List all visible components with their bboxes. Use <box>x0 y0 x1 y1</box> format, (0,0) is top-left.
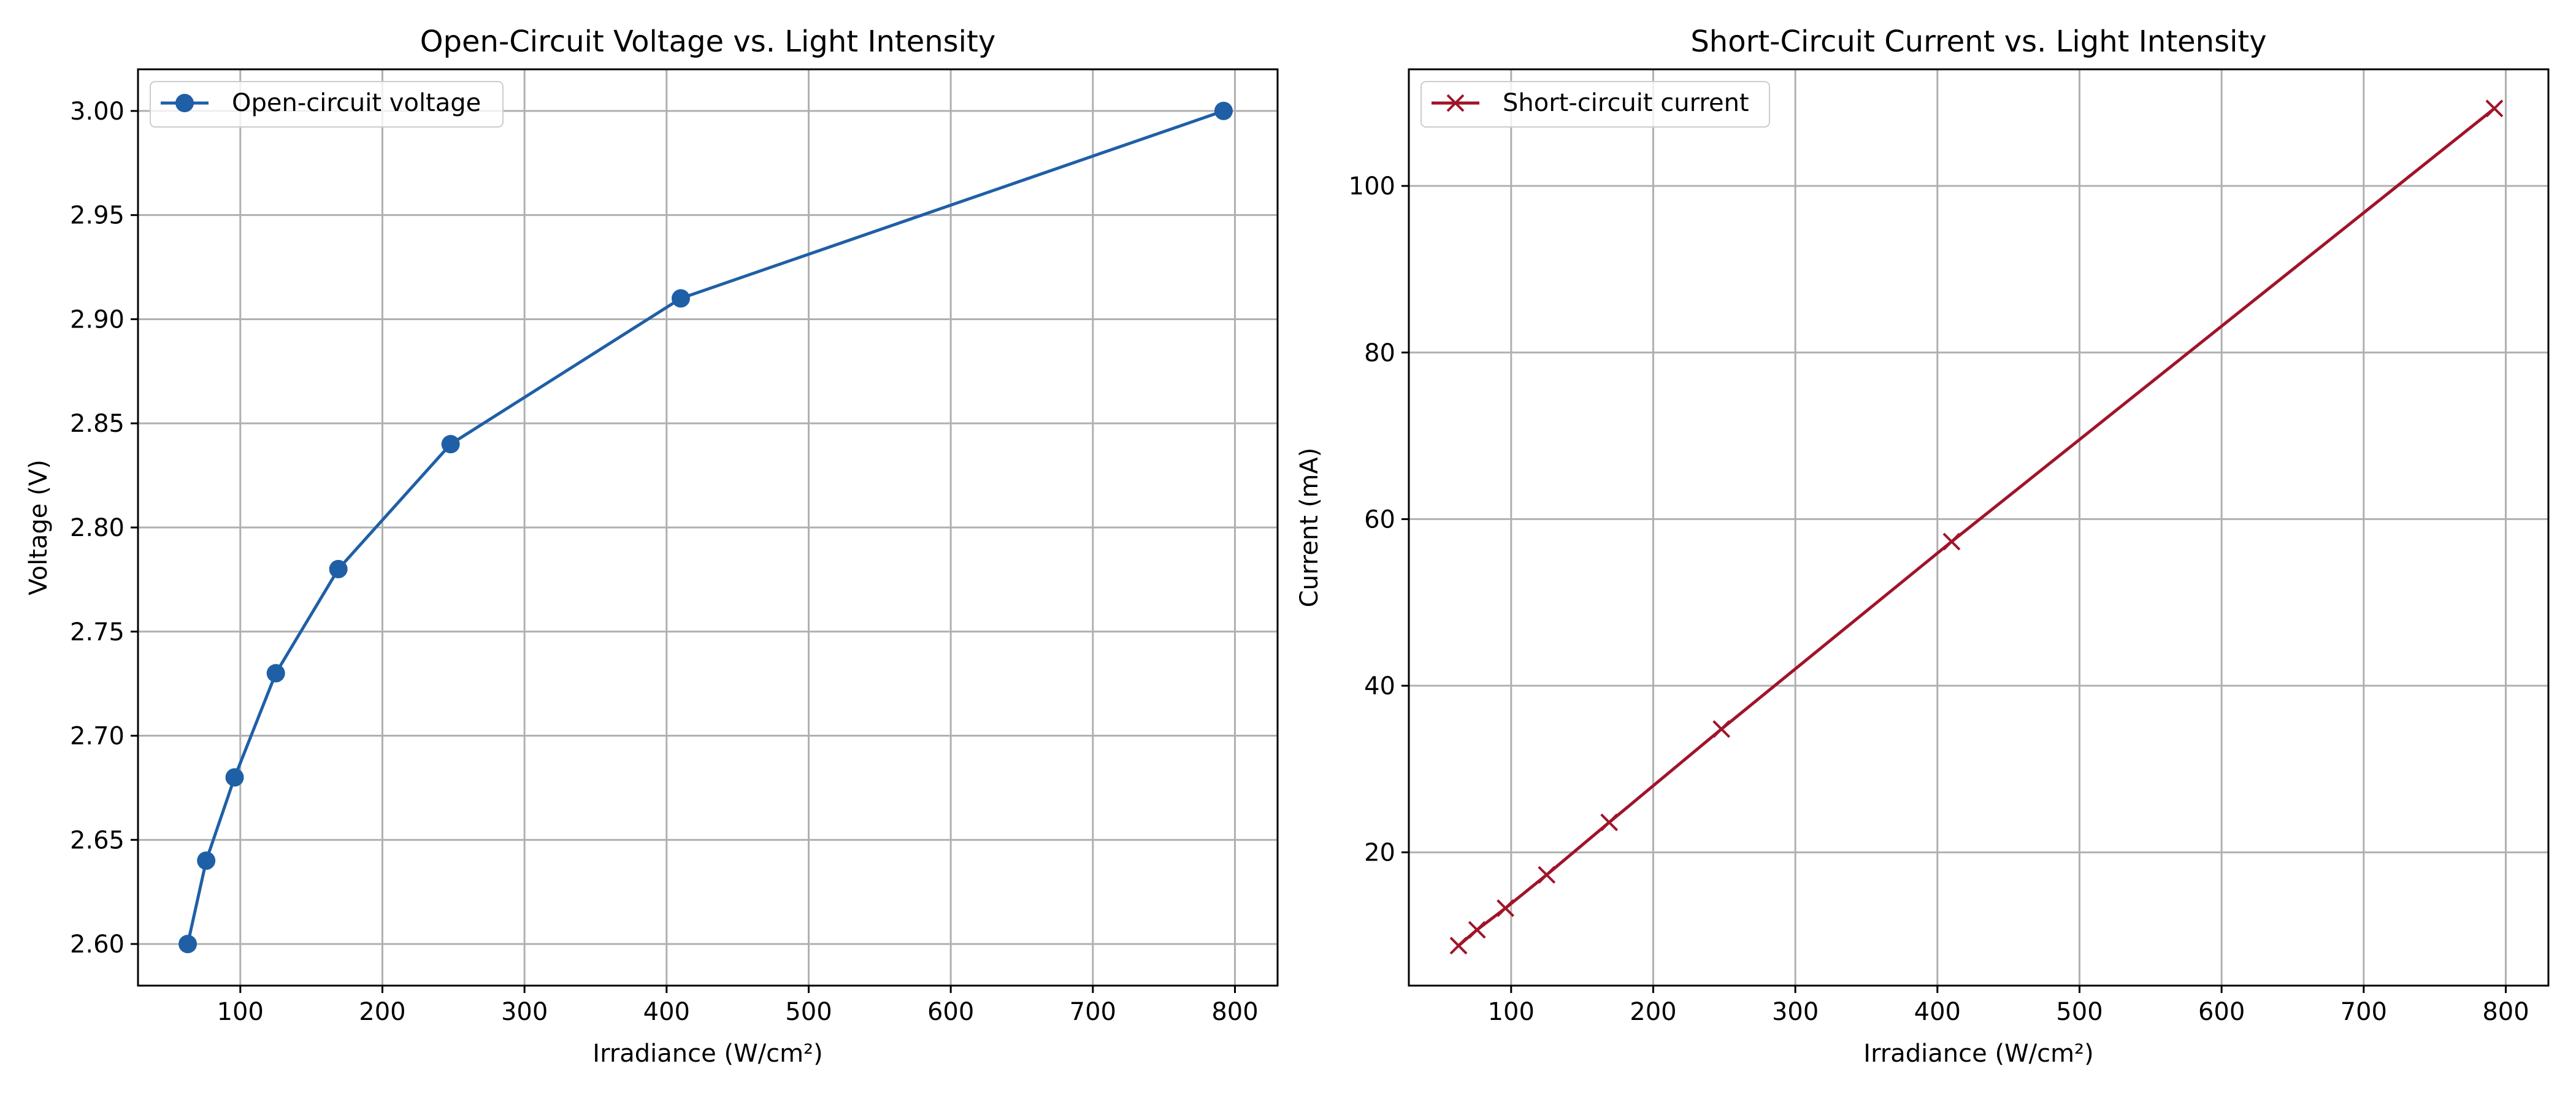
voltage-data-point <box>225 768 244 787</box>
y-tick-label: 80 <box>1364 339 1395 367</box>
x-tick-label: 700 <box>2340 998 2387 1026</box>
current-data-point <box>1942 532 1961 551</box>
current-plot-frame <box>1408 68 2550 987</box>
current-y-axis-label: Current (mA) <box>1295 448 1324 608</box>
voltage-data-point <box>441 435 460 454</box>
voltage-axis-ticks: 100 200 300 400 500 600 700 800 2.60 2.65 2.70 2.75… <box>70 98 1259 1026</box>
current-data-point <box>1712 720 1731 738</box>
current-series <box>1449 99 2504 955</box>
voltage-legend-label: Open-circuit voltage <box>232 89 481 117</box>
y-tick-label: 40 <box>1364 672 1395 700</box>
x-tick-label: 400 <box>643 998 690 1026</box>
y-tick-label: 20 <box>1364 839 1395 867</box>
voltage-data-point <box>266 664 285 683</box>
x-tick-label: 100 <box>217 998 264 1026</box>
voltage-data-point <box>178 935 197 954</box>
y-tick-label: 2.90 <box>70 305 125 334</box>
voltage-data-point <box>197 851 216 870</box>
y-tick-label: 3.00 <box>70 98 125 126</box>
voltage-chart-panel: Open-Circuit Voltage vs. Light Intensity… <box>25 25 1279 1068</box>
x-tick-label: 100 <box>1488 998 1535 1026</box>
x-tick-label: 700 <box>1070 998 1116 1026</box>
y-tick-label: 100 <box>1349 172 1395 201</box>
voltage-chart-title: Open-Circuit Voltage vs. Light Intensity <box>420 25 995 59</box>
y-tick-label: 2.85 <box>70 410 125 438</box>
x-tick-label: 800 <box>1211 998 1258 1026</box>
current-axis-ticks: 100 200 300 400 500 600 700 800 20 40 60 80 100 <box>1349 172 2529 1026</box>
current-legend-box <box>1420 81 1770 128</box>
current-data-point <box>2485 99 2504 118</box>
x-tick-label: 300 <box>1772 998 1819 1026</box>
x-tick-label: 500 <box>2056 998 2103 1026</box>
x-tick-label: 800 <box>2482 998 2529 1026</box>
voltage-legend-marker <box>175 94 194 112</box>
voltage-x-axis-label: Irradiance (W/cm²) <box>592 1040 822 1068</box>
current-legend-label: Short-circuit current <box>1503 89 1749 117</box>
x-tick-label: 200 <box>359 998 405 1026</box>
current-chart-panel: Short-Circuit Current vs. Light Intensit… <box>1295 25 2550 1068</box>
y-tick-label: 2.80 <box>70 514 125 542</box>
voltage-data-point <box>329 559 348 578</box>
current-gridlines <box>1409 69 2548 986</box>
current-data-point <box>1468 921 1486 939</box>
current-data-point <box>1538 865 1556 884</box>
y-tick-label: 2.60 <box>70 930 125 959</box>
voltage-gridlines <box>138 69 1278 986</box>
current-data-point <box>1449 937 1468 955</box>
voltage-y-axis-label: Voltage (V) <box>25 459 53 595</box>
current-chart-title: Short-Circuit Current vs. Light Intensit… <box>1690 25 2266 59</box>
x-tick-label: 400 <box>1914 998 1961 1026</box>
current-x-axis-label: Irradiance (W/cm²) <box>1863 1040 2093 1068</box>
x-tick-label: 500 <box>785 998 832 1026</box>
voltage-data-point <box>671 289 690 308</box>
y-tick-label: 2.75 <box>70 618 125 646</box>
voltage-data-point <box>1214 101 1233 120</box>
current-legend: Short-circuit current <box>1420 81 1770 128</box>
voltage-series-line <box>186 109 1224 945</box>
current-data-point <box>1600 813 1619 832</box>
y-tick-label: 2.65 <box>70 826 125 854</box>
voltage-legend-box <box>150 81 504 128</box>
y-tick-label: 2.95 <box>70 202 125 230</box>
voltage-legend: Open-circuit voltage <box>150 81 504 128</box>
voltage-series <box>178 101 1233 954</box>
y-tick-label: 2.70 <box>70 723 125 751</box>
x-tick-label: 200 <box>1630 998 1676 1026</box>
current-legend-marker <box>1446 94 1465 112</box>
x-tick-label: 600 <box>927 998 974 1026</box>
y-tick-label: 60 <box>1364 505 1395 534</box>
x-tick-label: 600 <box>2198 998 2245 1026</box>
x-tick-label: 300 <box>501 998 548 1026</box>
current-data-point <box>1497 899 1514 918</box>
voltage-plot-frame <box>137 68 1279 987</box>
